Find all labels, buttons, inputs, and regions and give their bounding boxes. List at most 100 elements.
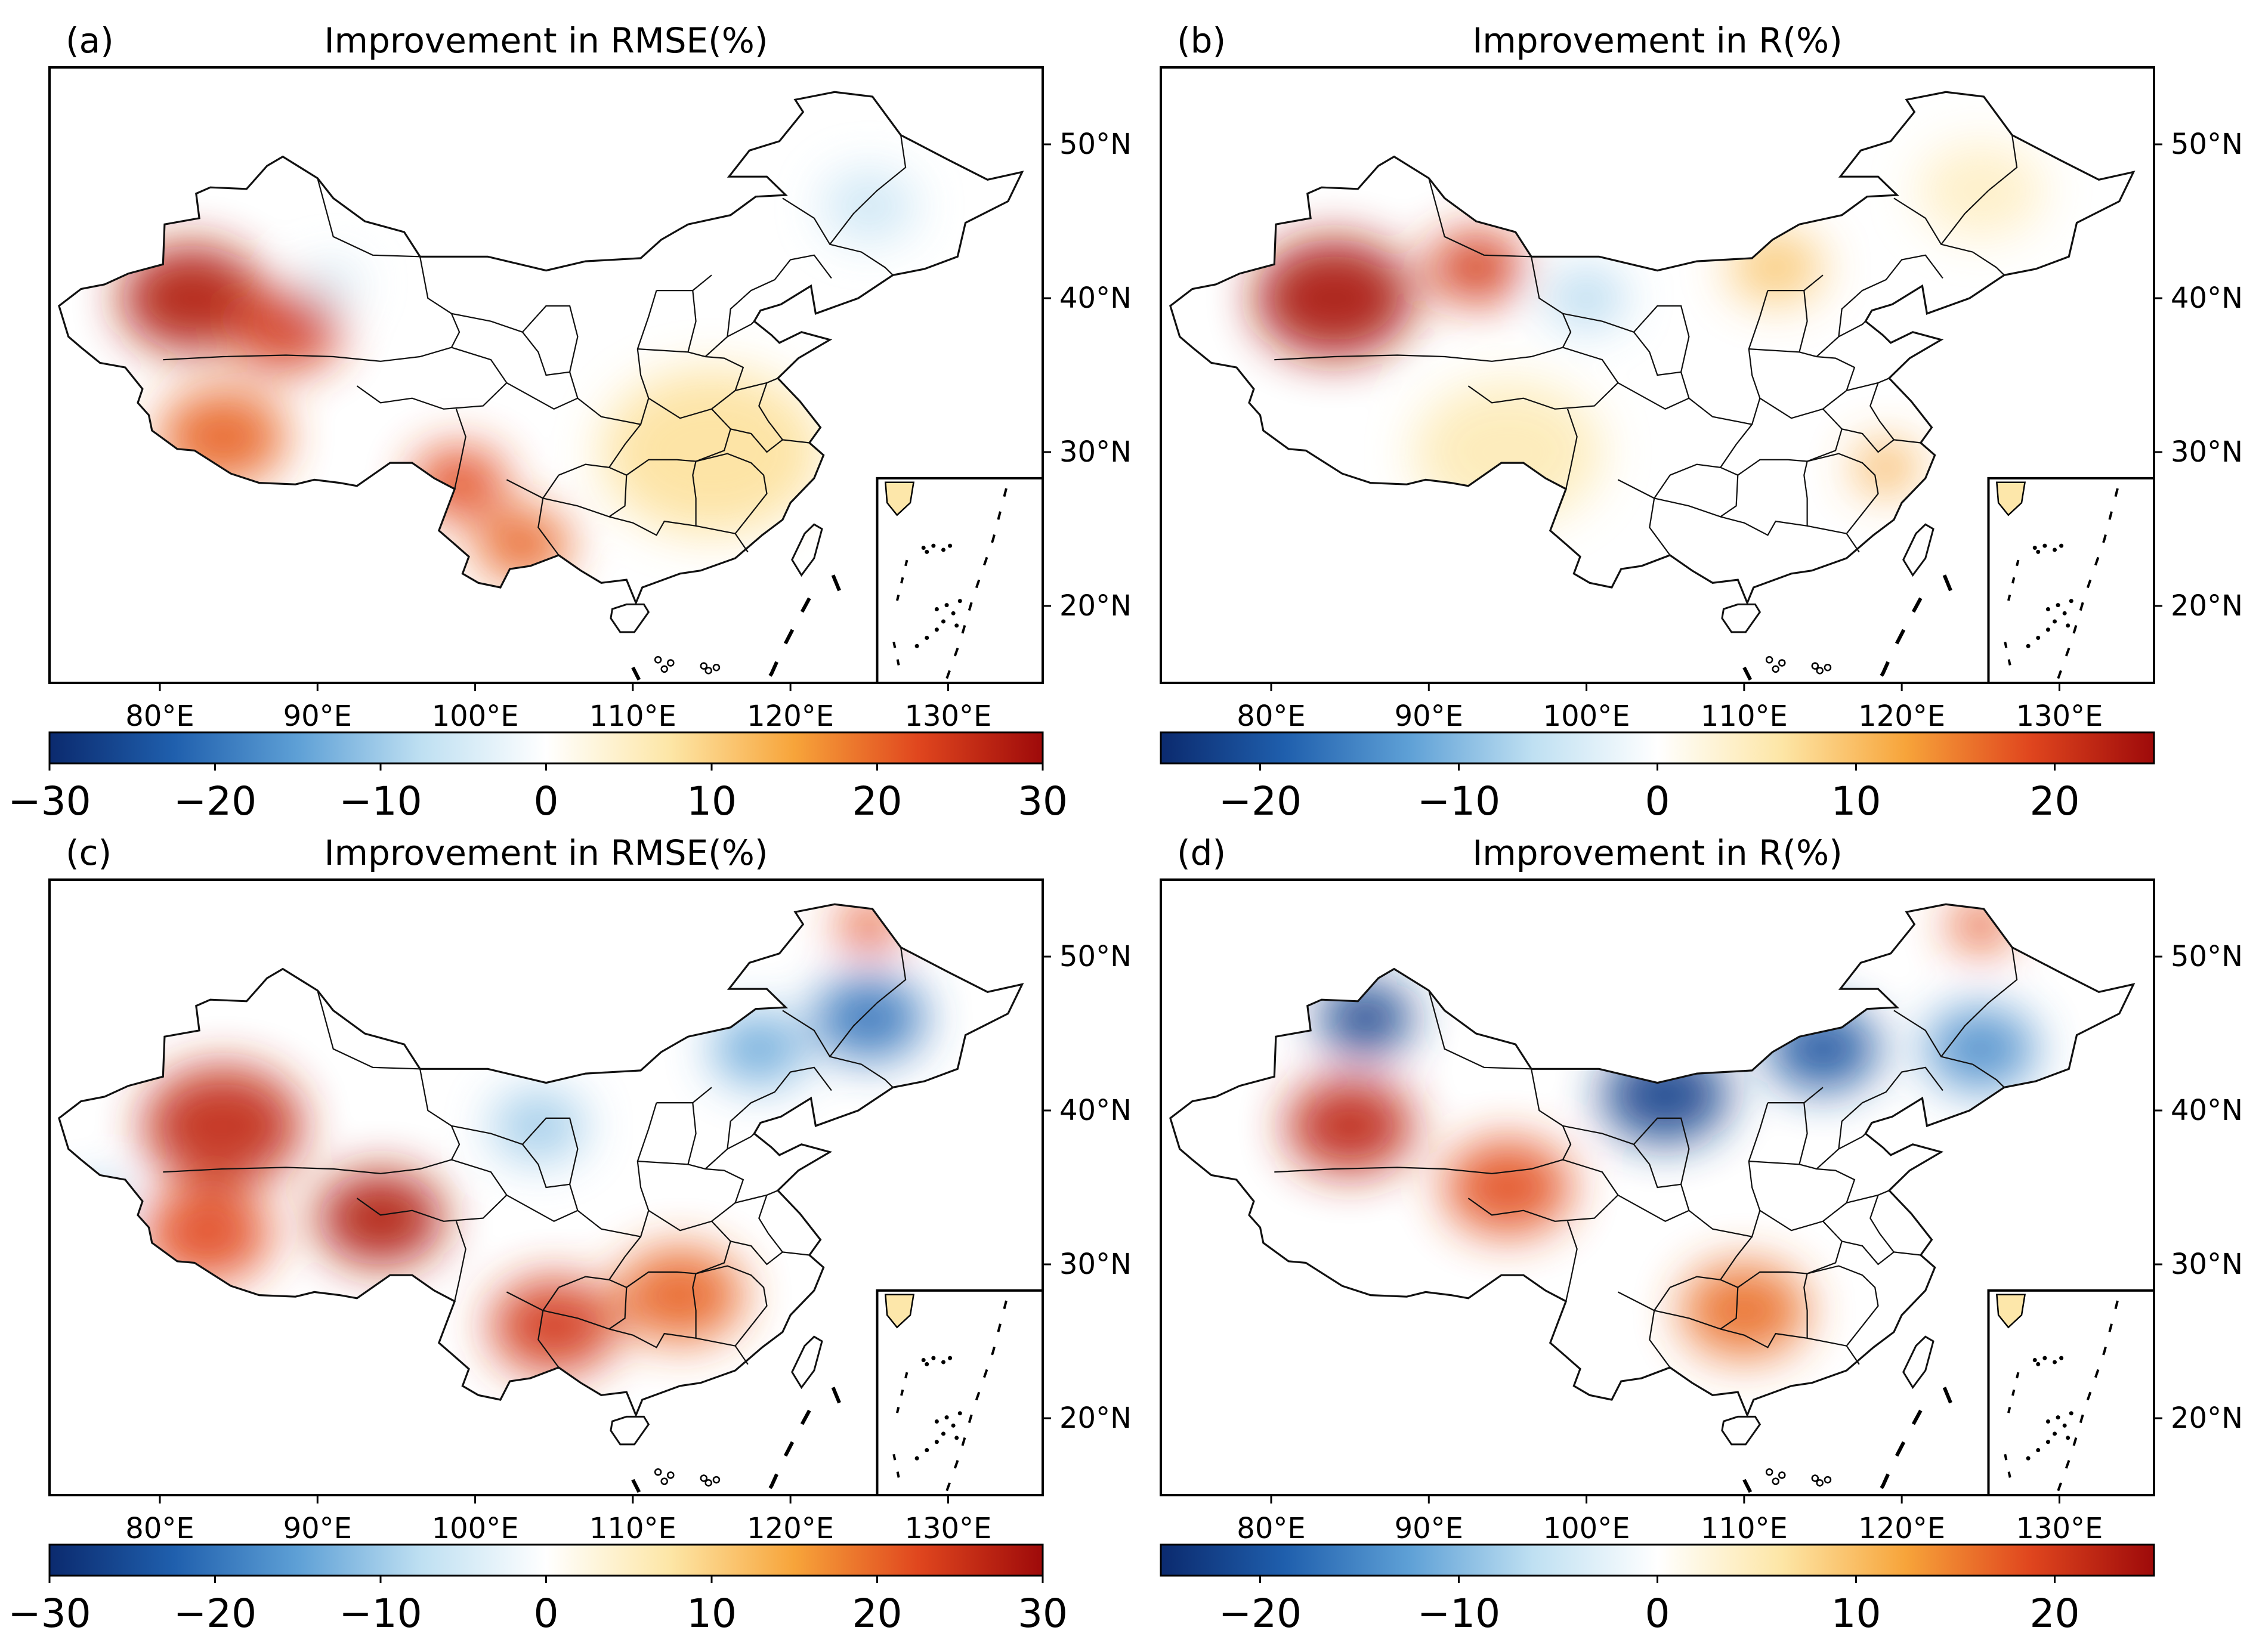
country-outline — [58, 903, 1024, 1418]
value-hotspot — [1547, 268, 1626, 328]
colorbar-tick-label: 20 — [2030, 778, 2080, 824]
inset-island — [2045, 627, 2050, 632]
province-border — [1688, 290, 1769, 425]
inset-frame — [1987, 477, 2155, 684]
lon-tick-label: 80°E — [1237, 700, 1305, 733]
colorbar-gradient — [1160, 1543, 2155, 1577]
south-china-sea-inset — [1987, 1289, 2155, 1497]
lon-tick-label: 90°E — [1395, 700, 1463, 733]
province-border — [451, 313, 579, 410]
value-hotspot — [822, 170, 917, 242]
inset-dash-line — [892, 559, 908, 673]
lon-tick-label: 110°E — [1701, 1512, 1788, 1545]
province-border — [1807, 409, 1843, 462]
colorbar-tick-label: 30 — [1018, 778, 1068, 824]
province-border — [1841, 1240, 1921, 1266]
panel-title: Improvement in R(%) — [1472, 833, 1843, 873]
map-frame — [1160, 66, 2155, 684]
lat-tick-label: 30°N — [1059, 1248, 1132, 1281]
lon-tick-label: 100°E — [1543, 1512, 1630, 1545]
province-border — [1737, 459, 1807, 476]
maritime-dash-line — [831, 574, 841, 592]
province-border — [1838, 1066, 1943, 1149]
colorbar-tick-label: −20 — [1219, 778, 1302, 824]
island-dot — [700, 662, 708, 670]
province-border — [1807, 1221, 1843, 1274]
inset-island — [931, 1356, 936, 1360]
province-border — [1565, 1221, 1578, 1302]
province-border — [537, 498, 560, 556]
colorbar-tick-label: −10 — [1417, 778, 1500, 824]
value-field — [1287, 904, 2036, 1358]
inset-island — [931, 543, 936, 548]
panel-label: (b) — [1177, 20, 1226, 61]
province-borders — [163, 947, 907, 1368]
island-dot — [1811, 662, 1819, 670]
inset-island — [2036, 636, 2041, 641]
province-border — [1767, 274, 1824, 292]
province-border — [1654, 1279, 1739, 1330]
lon-tick-label: 110°E — [589, 700, 676, 733]
inset-island — [2042, 543, 2047, 548]
island-dot — [660, 665, 668, 673]
inset-dash-line — [2004, 559, 2020, 673]
province-border — [1562, 313, 1690, 410]
maritime-dash-line — [1742, 666, 1753, 681]
island-dot — [1824, 663, 1832, 672]
province-border — [758, 1195, 783, 1253]
province-border — [1940, 135, 2018, 245]
province-border — [1688, 1102, 1769, 1238]
colorbar-tick-label: 20 — [852, 778, 903, 824]
province-border — [704, 320, 755, 357]
province-border — [727, 1066, 832, 1149]
province-border — [704, 1133, 755, 1170]
hainan-outline — [610, 1415, 650, 1446]
country-outline — [1169, 91, 2136, 606]
inset-island — [951, 611, 956, 615]
maritime-dash-line — [631, 1478, 641, 1493]
value-hotspot — [144, 1066, 302, 1185]
province-border — [1803, 453, 1879, 534]
inset-island — [2026, 1456, 2031, 1461]
colorbar-tick-label: −10 — [339, 778, 422, 824]
island-dot — [654, 1468, 662, 1476]
province-border — [1869, 1195, 1895, 1253]
lon-tick-label: 120°E — [747, 1512, 834, 1545]
inset-island — [2036, 1362, 2041, 1366]
value-hotspot — [317, 1171, 444, 1266]
south-china-sea-inset — [876, 477, 1044, 684]
province-border — [317, 178, 421, 258]
value-hotspot — [1854, 444, 1918, 491]
inset-island — [925, 636, 929, 641]
lat-tick-label: 50°N — [1059, 128, 1132, 161]
lat-tick-label: 50°N — [1059, 940, 1132, 973]
inset-island — [2056, 1415, 2060, 1420]
colorbar-tick-label: −20 — [1219, 1591, 1302, 1636]
province-border — [1759, 351, 1856, 419]
colorbar: −20 −10 0 10 20 — [1160, 731, 2155, 824]
province-border — [727, 254, 832, 337]
province-border — [1467, 1159, 1619, 1222]
inset-island — [2069, 599, 2073, 604]
province-border — [1748, 1102, 1808, 1165]
colorbar-tick-label: −30 — [8, 778, 91, 824]
lon-tick-label: 90°E — [283, 1512, 352, 1545]
hainan-outline — [610, 603, 650, 633]
south-china-sea-inset — [876, 1289, 1044, 1497]
value-hotspot — [1925, 1007, 2036, 1091]
province-border — [1565, 409, 1578, 490]
inset-hainan — [885, 1294, 915, 1329]
lon-tick-label: 80°E — [125, 700, 194, 733]
inset-island — [925, 1448, 929, 1453]
colorbar-tick-label: 0 — [534, 778, 559, 824]
province-border — [637, 1102, 697, 1165]
inset-frame — [876, 477, 1044, 684]
inset-island — [2059, 543, 2064, 548]
panel-label: (d) — [1177, 833, 1226, 873]
lat-tick-label: 20°N — [2171, 589, 2243, 623]
lat-tick-label: 40°N — [2171, 281, 2243, 315]
inset-dash-line — [945, 488, 1008, 679]
lat-tick-label: 50°N — [2171, 128, 2243, 161]
inset-island — [941, 1431, 945, 1436]
island-dot — [1811, 1474, 1819, 1482]
